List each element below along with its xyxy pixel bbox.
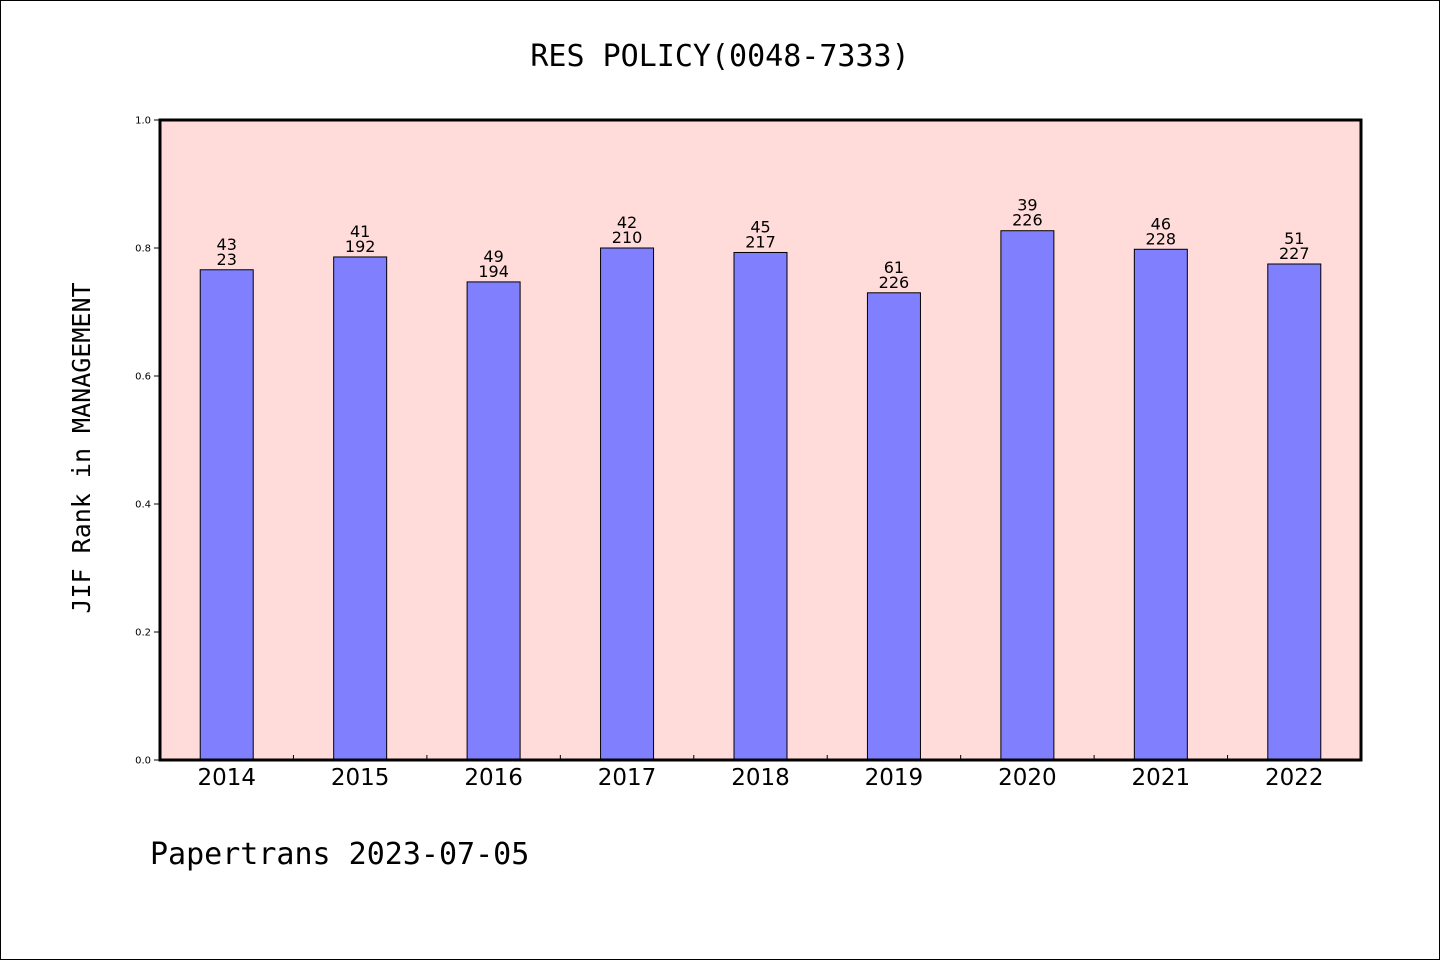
x-tick-label: 2022 <box>1265 765 1324 791</box>
x-tick-label: 2018 <box>731 765 790 791</box>
bar <box>600 247 655 761</box>
bar-total-label: 217 <box>745 232 776 251</box>
y-axis: 0.0 0.2 0.4 0.6 0.8 1.0 <box>135 116 160 767</box>
bar <box>1133 248 1188 761</box>
bar-rank-label: 46 <box>1151 214 1171 233</box>
bar-rank-label: 39 <box>1017 196 1037 215</box>
footer-credit: Papertrans 2023-07-05 <box>150 837 529 872</box>
bar-rank-label: 61 <box>884 258 904 277</box>
bar-total-label: 192 <box>345 237 376 256</box>
bar-rank-label: 43 <box>217 235 237 254</box>
bar-total-label: 226 <box>1012 211 1043 230</box>
x-tick-label: 2020 <box>998 765 1057 791</box>
chart-title: RES POLICY(0048-7333) <box>530 39 909 74</box>
x-tick-label: 2017 <box>598 765 657 791</box>
y-tick-label: 0.0 <box>135 756 151 767</box>
bar <box>466 281 521 761</box>
x-tick-label: 2015 <box>331 765 390 791</box>
y-tick-label: 0.4 <box>135 500 151 511</box>
bar-total-label: 226 <box>879 273 910 292</box>
y-tick-label: 0.8 <box>135 244 151 255</box>
y-tick-label: 0.6 <box>135 372 151 383</box>
bar-rank-label: 45 <box>750 217 770 236</box>
y-axis-label: JIF Rank in MANAGEMENT <box>67 282 96 613</box>
bar-total-label: 194 <box>478 262 509 281</box>
bar-total-label: 23 <box>217 250 237 269</box>
x-tick-label: 2014 <box>197 765 256 791</box>
bar-total-label: 210 <box>612 228 643 247</box>
y-tick-label: 1.0 <box>135 116 151 127</box>
bar-rank-label: 49 <box>483 247 503 266</box>
plot-border <box>158 118 1363 762</box>
bar-rank-label: 41 <box>350 222 370 241</box>
bar <box>1000 230 1055 761</box>
x-tick-label: 2021 <box>1132 765 1191 791</box>
bar-rank-label: 51 <box>1284 229 1304 248</box>
bar <box>199 269 254 761</box>
bar-total-label: 227 <box>1279 244 1310 263</box>
bar <box>333 256 388 761</box>
y-tick-label: 0.2 <box>135 628 151 639</box>
bar-rank-label: 42 <box>617 213 637 232</box>
bar <box>866 292 921 761</box>
bar <box>733 251 788 761</box>
bar-total-label: 228 <box>1146 229 1177 248</box>
x-axis: 2014 2015 2016 2017 2018 2019 2020 2021 2022 <box>197 755 1324 791</box>
x-tick-label: 2019 <box>865 765 924 791</box>
bar <box>1267 263 1322 761</box>
x-tick-label: 2016 <box>464 765 523 791</box>
